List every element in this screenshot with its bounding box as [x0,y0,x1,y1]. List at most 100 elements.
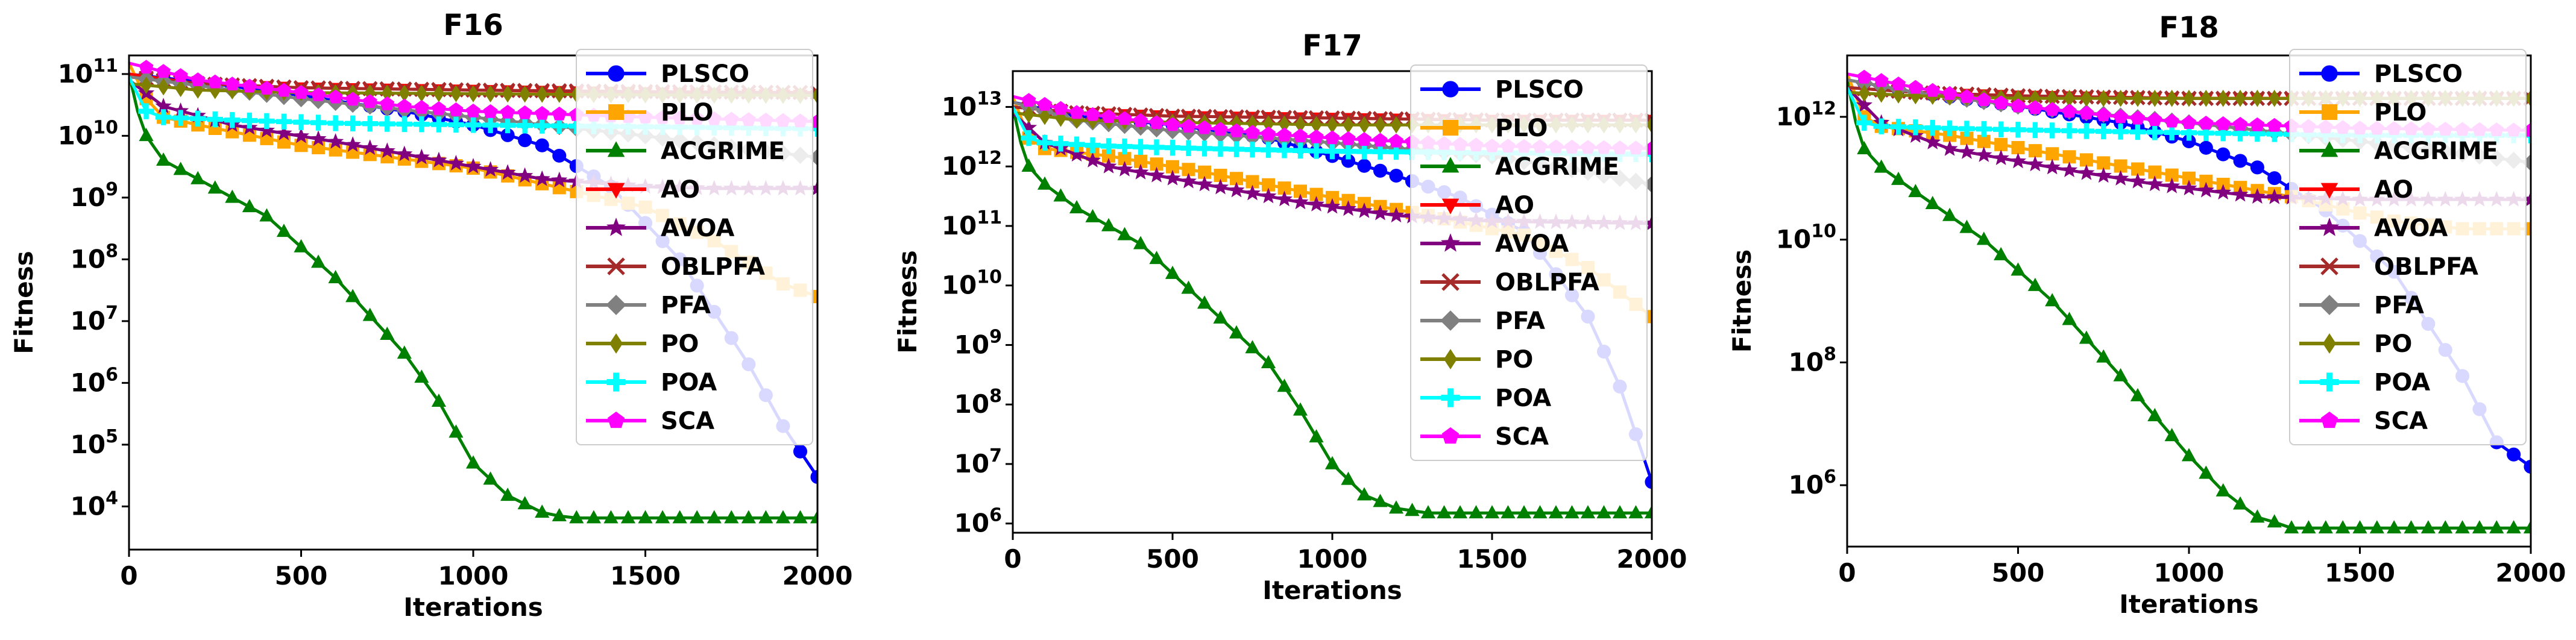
data-point-sca [431,101,446,115]
data-point-po [1646,116,1652,134]
data-point-avoa [1976,146,1992,162]
data-point-acgrime [2489,520,2504,534]
y-tick-exponent: 12 [977,148,1002,169]
x-tick-label: 1500 [2325,558,2395,588]
data-point-acgrime [775,510,790,524]
data-point-acgrime [1437,505,1452,519]
data-point-poa [1907,119,1924,136]
x-axis-label: Iterations [403,592,543,622]
data-point-sca [2199,116,2214,130]
data-point-sca [2267,118,2282,132]
data-point-acgrime [1891,171,1906,185]
data-point-acgrime [1229,325,1244,339]
y-tick-base: 10 [942,151,977,181]
y-tick-exponent: 11 [977,207,1002,228]
data-point-poa [1164,139,1181,156]
y-tick-base: 10 [954,509,989,538]
data-point-acgrime [1341,471,1356,485]
data-point-acgrime [1101,218,1116,231]
data-point-poa [1388,143,1405,160]
data-point-acgrime [1037,176,1053,190]
data-point-sca [1245,125,1260,139]
y-tick-exponent: 12 [1811,98,1836,119]
data-point-acgrime [276,224,292,237]
data-point-po [1055,109,1066,127]
data-point-acgrime [1356,487,1372,501]
data-point-po [519,85,531,103]
data-point-poa [155,109,172,125]
y-tick-exponent: 5 [105,426,118,447]
data-point-sca [294,85,309,99]
data-point-acgrime [603,510,619,524]
data-point-poa [1196,140,1213,157]
data-point-acgrime [2130,387,2146,401]
data-point-avoa [2164,177,2181,193]
data-point-sca [1261,126,1276,140]
data-point-plsco [2216,147,2231,162]
x-tick-label: 0 [1838,558,1856,588]
data-point-plo [2097,156,2111,170]
data-point-acgrime [1959,219,1974,233]
data-point-acgrime [1165,265,1180,279]
data-point-avoa [1164,169,1181,186]
data-point-sca [1069,105,1084,119]
y-tick-label: 1010 [942,267,1002,300]
legend-swatch-marker [1441,273,1460,291]
data-point-acgrime [328,270,343,284]
data-point-avoa [1148,166,1165,183]
data-point-plo [2130,162,2144,176]
data-point-avoa [1958,143,1976,159]
y-tick-exponent: 7 [105,303,118,324]
data-point-sca [1021,93,1036,107]
data-point-sca [466,103,480,118]
data-point-avoa [1276,190,1293,207]
data-point-poa [1036,134,1053,151]
y-tick-exponent: 10 [977,267,1002,288]
y-tick-base: 10 [942,211,977,240]
data-point-avoa [2129,172,2146,189]
data-point-avoa [2197,181,2214,198]
data-point-sca [1133,113,1148,127]
data-point-plo [1994,137,2008,151]
data-point-acgrime [2472,520,2487,534]
data-point-plsco [1357,158,1371,173]
data-point-po [450,85,462,102]
data-point-plo [2114,159,2127,173]
data-point-acgrime [362,307,377,321]
legend-swatch-marker [2319,218,2340,236]
data-point-acgrime [741,510,756,524]
legend-label: POA [2374,369,2430,397]
y-tick-label: 1012 [1776,98,1836,131]
legend-swatch-marker [1443,120,1458,136]
data-point-poa [1924,119,1941,136]
legend-label: PFA [2374,292,2424,319]
data-point-sca [328,89,343,104]
legend-swatch-marker [607,412,625,428]
y-tick-exponent: 11 [93,55,118,77]
data-point-poa [1276,142,1293,158]
data-point-po [467,85,479,102]
legend-box [2289,49,2527,445]
y-tick-label: 1011 [942,207,1002,240]
data-point-poa [396,116,412,133]
y-tick-label: 109 [954,326,1002,359]
legend-swatch-marker [2320,183,2338,199]
x-tick-label: 2000 [2496,558,2566,588]
y-tick-base: 10 [954,330,989,359]
data-point-poa [1941,120,1958,137]
legend-swatch-marker [607,257,625,275]
data-point-acgrime [1405,503,1420,516]
data-point-plsco [793,444,807,459]
data-point-plsco [2267,171,2282,186]
data-point-poa [517,118,533,134]
data-point-po [1311,116,1322,134]
data-point-sca [1389,133,1403,148]
data-point-sca [2079,105,2094,120]
data-point-avoa [1196,175,1213,192]
data-point-avoa [1180,172,1197,189]
data-point-avoa [1643,215,1652,231]
data-point-acgrime [1564,505,1579,519]
y-tick-exponent: 4 [105,488,118,509]
data-point-poa [1324,143,1341,160]
data-point-acgrime [672,510,687,524]
